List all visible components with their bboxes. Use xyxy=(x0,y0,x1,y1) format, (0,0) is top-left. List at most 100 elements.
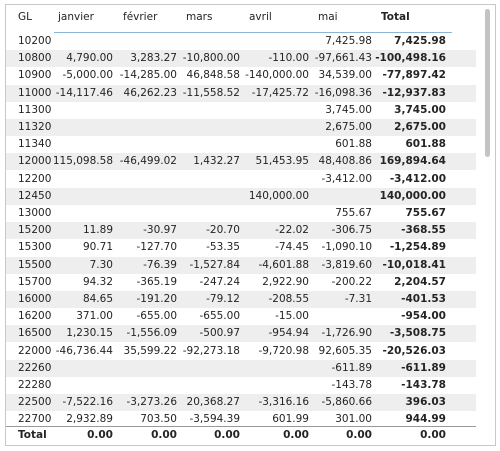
value-cell: -306.75 xyxy=(331,224,372,237)
table-row: 10200 7,425.98 7,425.98 xyxy=(6,33,476,50)
value-cell: -191.20 xyxy=(136,293,177,305)
value-cell: -1,254.89 xyxy=(389,241,446,254)
value-cell: -401.53 xyxy=(401,293,446,305)
gl-cell: 11300 xyxy=(18,103,52,116)
column-header[interactable]: janvier xyxy=(58,11,94,23)
gl-cell: 16000 xyxy=(18,293,52,305)
value-cell: 3,283.27 xyxy=(130,52,177,65)
value-cell: -46,736.44 xyxy=(55,344,113,357)
value-cell: -3,412.00 xyxy=(389,172,446,185)
value-cell: -14,117.46 xyxy=(55,86,113,99)
value-cell: -208.55 xyxy=(268,293,309,305)
value-cell: 169,894.64 xyxy=(379,155,446,168)
value-cell: 1,432.27 xyxy=(193,155,240,168)
value-cell: -11,558.52 xyxy=(182,86,240,99)
value-cell: 2,675.00 xyxy=(394,121,446,133)
value-cell: 92,605.35 xyxy=(318,344,372,357)
gl-cell: Total xyxy=(18,429,47,441)
gl-cell: 13000 xyxy=(18,207,52,219)
gl-cell: 22280 xyxy=(18,379,52,391)
gl-cell: 15500 xyxy=(18,258,52,271)
value-cell: -655.00 xyxy=(199,310,240,323)
value-cell: -92,273.18 xyxy=(182,344,240,357)
value-cell: 11.89 xyxy=(82,224,113,237)
table-row: 22700 2,932.89 703.50 -3,594.39 601.99 301.00… xyxy=(6,411,476,426)
value-cell: 0.00 xyxy=(346,429,372,441)
value-cell: -77,897.42 xyxy=(382,69,446,82)
gl-cell: 10900 xyxy=(18,69,52,82)
column-header[interactable]: mai xyxy=(318,11,338,23)
table-row: 15700 94.32 -365.19 -247.24 2,922.90 -200.22 2… xyxy=(6,274,476,291)
value-cell: -140,000.00 xyxy=(245,69,309,82)
column-header[interactable]: mars xyxy=(186,11,213,23)
value-cell: 1,230.15 xyxy=(66,327,113,340)
value-cell: 601.88 xyxy=(405,138,446,151)
value-cell: -15.00 xyxy=(275,310,309,323)
value-cell: 944.99 xyxy=(405,413,446,426)
value-cell: -1,726.90 xyxy=(321,327,372,340)
value-cell: 0.00 xyxy=(420,429,446,441)
value-cell: -7.31 xyxy=(344,293,372,305)
value-cell: -79.12 xyxy=(206,293,240,305)
table-row: 13000 755.67 755.67 xyxy=(6,205,476,222)
table-row: 16200 371.00 -655.00 -655.00 -15.00 -954.00 xyxy=(6,308,476,325)
value-cell: 51,453.95 xyxy=(255,155,309,168)
value-cell: 396.03 xyxy=(405,396,446,409)
value-cell: 3,745.00 xyxy=(394,103,446,116)
value-cell: -7,522.16 xyxy=(62,396,113,409)
value-cell: -1,527.84 xyxy=(189,258,240,271)
value-cell: 140,000.00 xyxy=(248,189,309,202)
value-cell: 703.50 xyxy=(140,413,177,426)
value-cell: -611.89 xyxy=(401,361,446,374)
value-cell: -655.00 xyxy=(136,310,177,323)
gl-cell: 22700 xyxy=(18,413,52,426)
value-cell: 0.00 xyxy=(214,429,240,441)
table-row: 15500 7.30 -76.39 -1,527.84 -4,601.88 -3,819.… xyxy=(6,256,476,274)
value-cell: 20,368.27 xyxy=(186,396,240,409)
total-row: Total 0.00 0.00 0.00 0.00 0.00 0.00 xyxy=(6,427,476,444)
value-cell: -954.94 xyxy=(268,327,309,340)
table-row: 16000 84.65 -191.20 -79.12 -208.55 -7.31 -401.… xyxy=(6,291,476,308)
column-header[interactable]: GL xyxy=(18,11,32,23)
table-row: 22500 -7,522.16 -3,273.26 20,368.27 -3,316.1… xyxy=(6,394,476,412)
value-cell: -16,098.36 xyxy=(314,86,372,99)
total-line xyxy=(6,426,476,427)
column-header[interactable]: Total xyxy=(381,11,410,23)
gl-cell: 15700 xyxy=(18,275,52,288)
gl-cell: 16500 xyxy=(18,327,52,340)
table-row: 15200 11.89 -30.97 -20.70 -22.02 -306.75 -368.… xyxy=(6,222,476,240)
gl-cell: 10800 xyxy=(18,52,52,65)
value-cell: 90.71 xyxy=(82,241,113,254)
value-cell: 46,262.23 xyxy=(123,86,177,99)
value-cell: -247.24 xyxy=(199,275,240,288)
gl-cell: 22000 xyxy=(18,344,52,357)
gl-cell: 12000 xyxy=(18,155,52,168)
value-cell: -500.97 xyxy=(199,327,240,340)
value-cell: -14,285.00 xyxy=(119,69,177,82)
value-cell: -143.78 xyxy=(331,379,372,391)
table-row: 11320 2,675.00 2,675.00 xyxy=(6,119,476,136)
value-cell: -4,601.88 xyxy=(258,258,309,271)
column-header[interactable]: avril xyxy=(249,11,272,23)
scrollbar[interactable] xyxy=(485,9,490,157)
value-cell: -9,720.98 xyxy=(258,344,309,357)
gl-cell: 16200 xyxy=(18,310,52,323)
gl-cell: 11340 xyxy=(18,138,52,151)
value-cell: -20,526.03 xyxy=(382,344,446,357)
gl-cell: 22500 xyxy=(18,396,52,409)
value-cell: -3,273.26 xyxy=(126,396,177,409)
table-row: 11000 -14,117.46 46,262.23 -11,558.52 -17,42… xyxy=(6,84,476,102)
value-cell: 7,425.98 xyxy=(325,35,372,47)
gl-cell: 15200 xyxy=(18,224,52,237)
value-cell: -368.55 xyxy=(401,224,446,237)
value-cell: -3,819.60 xyxy=(321,258,372,271)
value-cell: 3,745.00 xyxy=(325,103,372,116)
table-row: 12200 -3,412.00 -3,412.00 xyxy=(6,171,476,188)
table-row: 16500 1,230.15 -1,556.09 -500.97 -954.94 -1,7… xyxy=(6,325,476,343)
column-header[interactable]: février xyxy=(123,11,158,23)
value-cell: 35,599.22 xyxy=(123,344,177,357)
value-cell: -3,316.16 xyxy=(258,396,309,409)
table-row: 15300 90.71 -127.70 -53.35 -74.45 -1,090.10 -1… xyxy=(6,239,476,256)
value-cell: -1,556.09 xyxy=(126,327,177,340)
value-cell: -53.35 xyxy=(206,241,240,254)
